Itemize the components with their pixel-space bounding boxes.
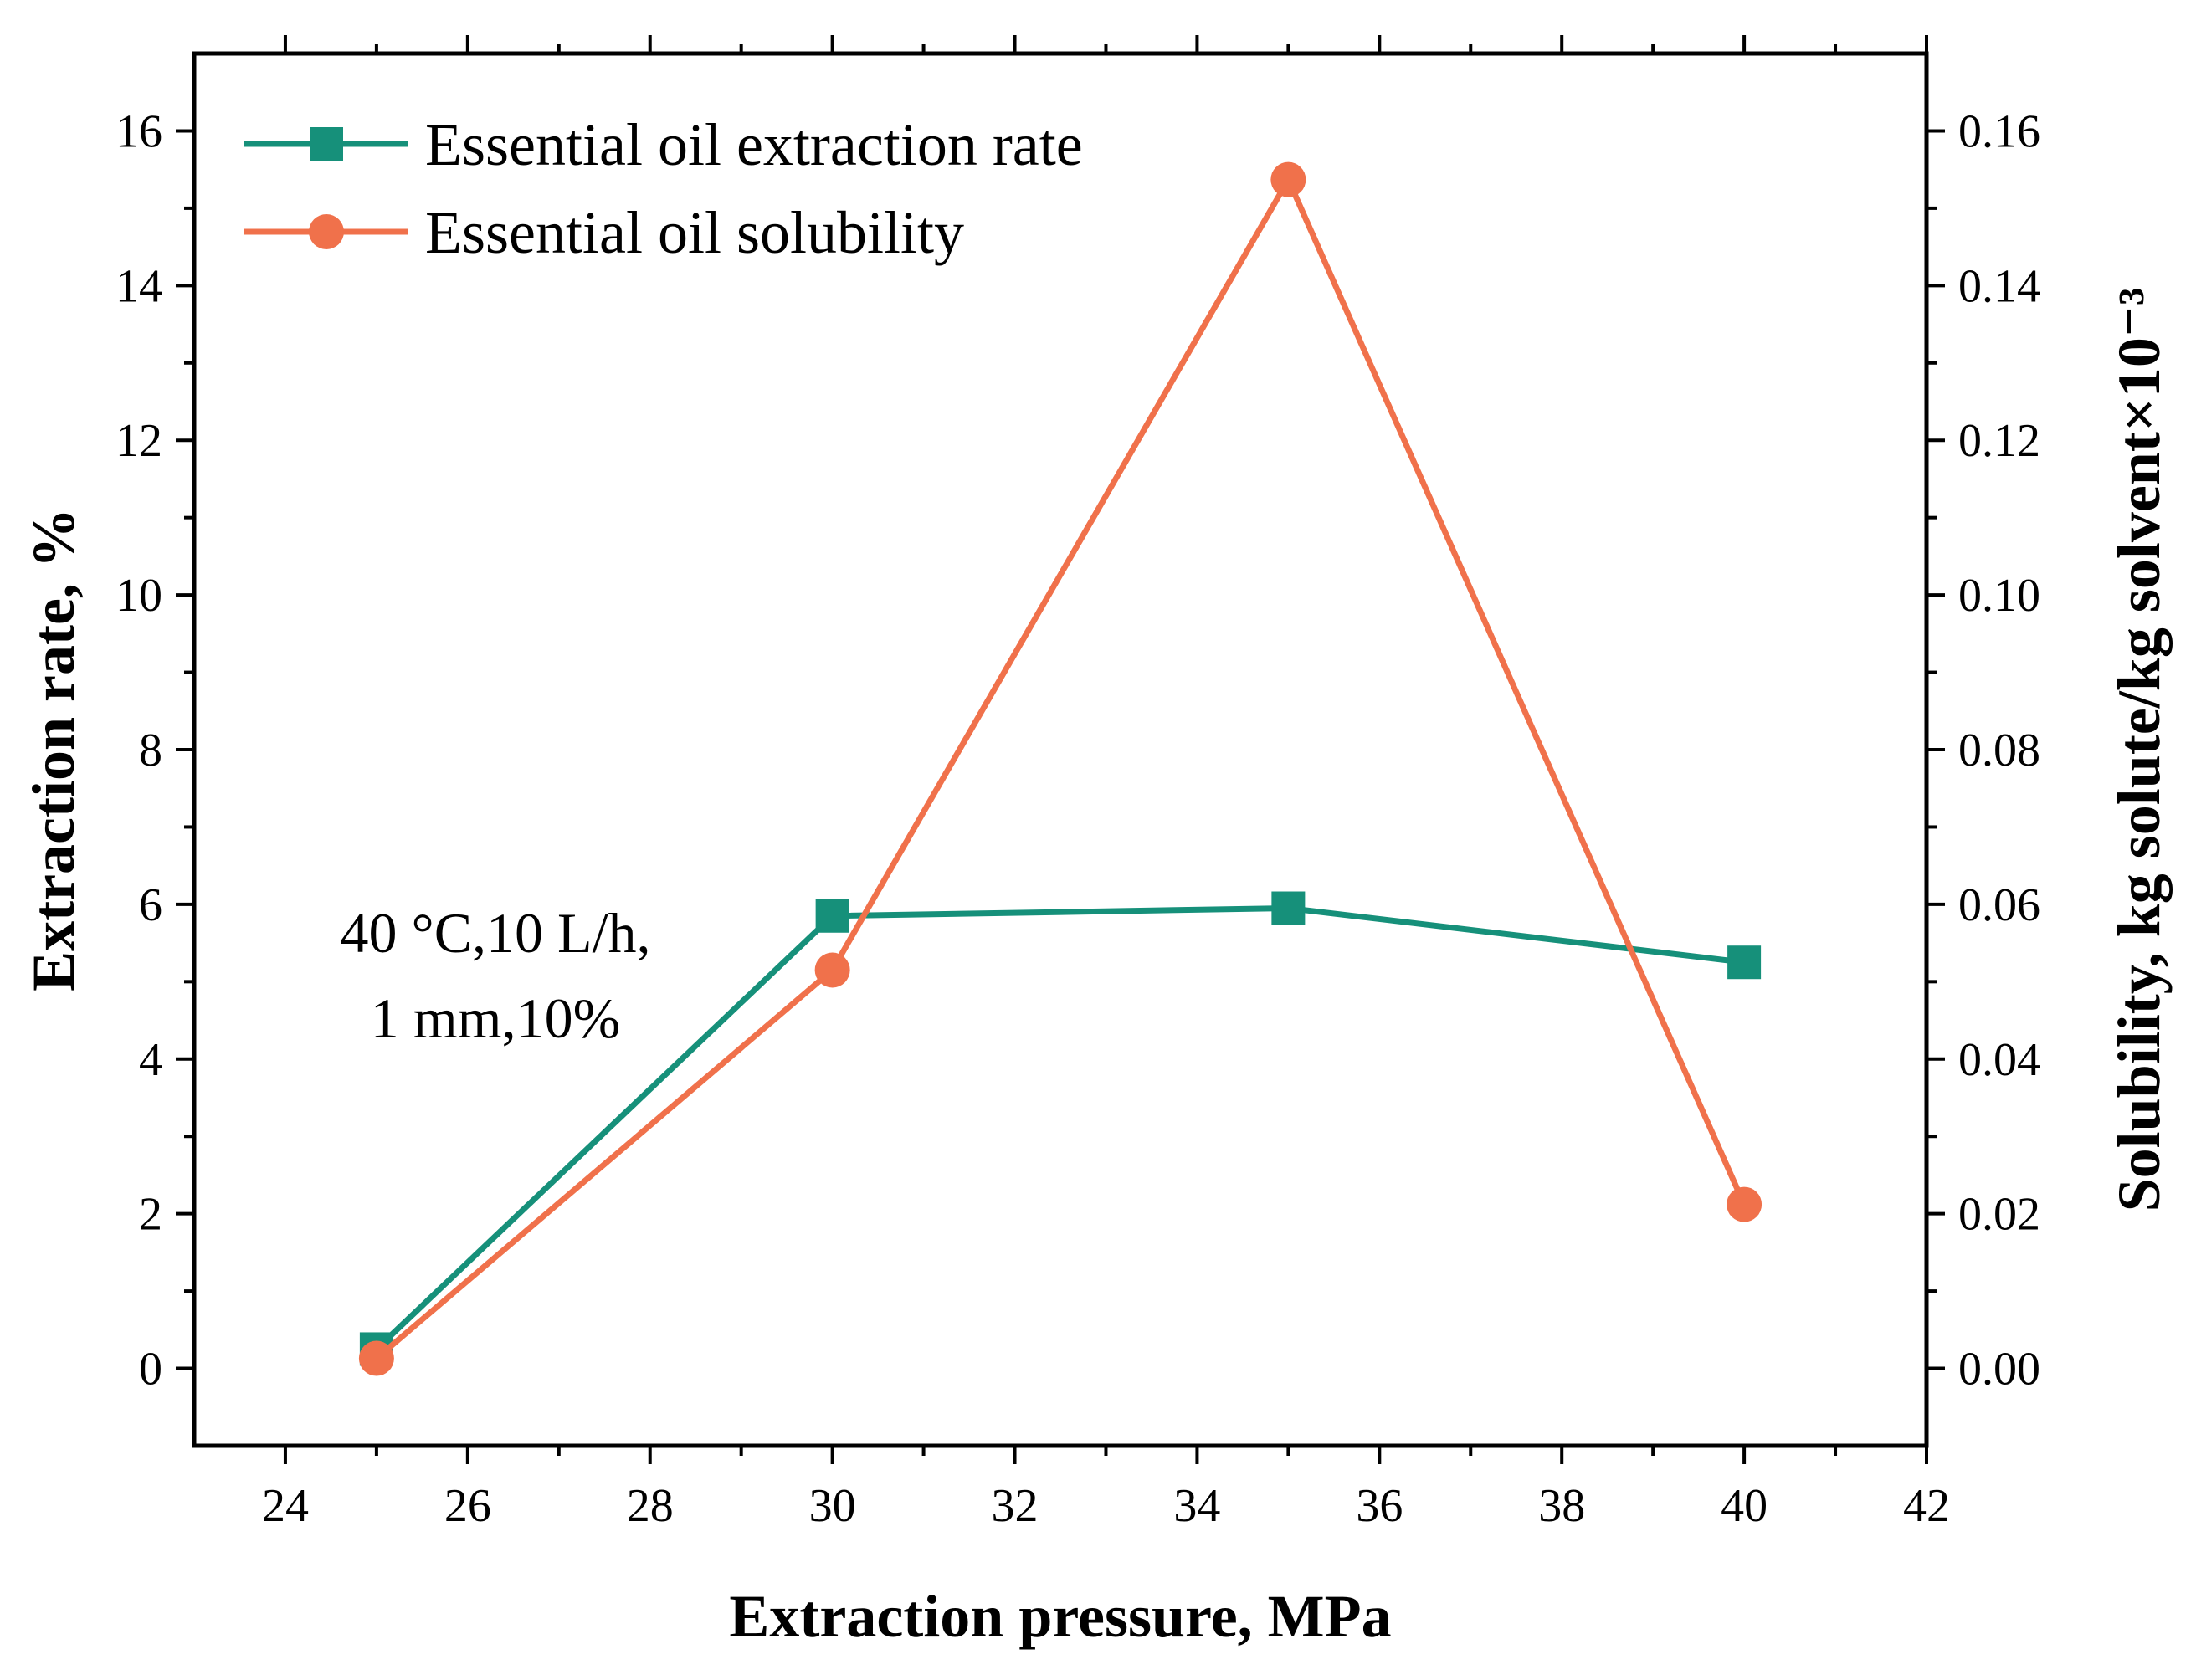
y2-tick-label: 0.08 xyxy=(1958,725,2040,776)
y-tick-label: 12 xyxy=(115,415,162,467)
x-axis-title: Extraction pressure, MPa xyxy=(729,1583,1391,1650)
x-tick-label: 32 xyxy=(992,1480,1039,1532)
point-solubility xyxy=(1270,161,1306,197)
y-tick-label: 14 xyxy=(115,260,162,312)
x-tick-label: 24 xyxy=(262,1480,309,1532)
point-extraction-rate xyxy=(1271,891,1306,925)
y-axis-title: Extraction rate, % xyxy=(20,508,87,991)
y2-tick-label: 0.02 xyxy=(1958,1189,2040,1241)
x-tick-label: 38 xyxy=(1538,1480,1585,1532)
annotation-line-2: 1 mm,10% xyxy=(371,986,620,1050)
y-tick-label: 0 xyxy=(139,1344,162,1396)
y2-tick-label: 0.16 xyxy=(1958,105,2040,157)
series-line-1 xyxy=(374,177,1747,1361)
y-tick-label: 8 xyxy=(139,725,162,776)
legend-marker-circle xyxy=(309,214,344,249)
y-tick-label: 6 xyxy=(139,879,162,931)
series-line-0 xyxy=(374,905,1745,1351)
x-tick-label: 40 xyxy=(1721,1480,1768,1532)
point-extraction-rate xyxy=(815,899,849,933)
y2-tick-label: 0.06 xyxy=(1958,879,2040,931)
point-extraction-rate xyxy=(1727,945,1762,980)
annotation-line-1: 40 °C,10 L/h, xyxy=(341,901,651,965)
point-solubility xyxy=(814,952,850,988)
series-layer xyxy=(358,161,1762,1376)
y2-tick-label: 0.10 xyxy=(1958,570,2040,622)
legend: Essential oil extraction rate Essential … xyxy=(244,111,1083,266)
point-solubility xyxy=(1727,1186,1762,1222)
legend-label-solubility: Essential oil solubility xyxy=(425,199,964,266)
y-tick-label: 10 xyxy=(115,570,162,622)
y-tick-label: 4 xyxy=(139,1034,162,1086)
x-tick-label: 36 xyxy=(1356,1480,1403,1532)
point-solubility xyxy=(358,1340,394,1376)
y2-axis-title: Solubility, kg solute/kg solvent×10⁻³ xyxy=(2106,288,2173,1212)
y-tick-label: 16 xyxy=(115,105,162,157)
y2-tick-label: 0.12 xyxy=(1958,415,2040,467)
x-tick-label: 28 xyxy=(627,1480,674,1532)
annotation: 40 °C,10 L/h, 1 mm,10% xyxy=(341,901,651,1050)
ticks-layer: 24 26 28 30 32 34 36 38 40 4202468101214160.000.0… xyxy=(115,35,2040,1532)
x-tick-label: 42 xyxy=(1903,1480,1950,1532)
x-tick-label: 26 xyxy=(444,1480,491,1532)
legend-marker-square xyxy=(310,127,343,161)
legend-label-extraction-rate: Essential oil extraction rate xyxy=(425,111,1083,178)
y2-tick-label: 0.00 xyxy=(1958,1344,2040,1396)
y2-tick-label: 0.14 xyxy=(1958,260,2040,312)
x-tick-label: 30 xyxy=(809,1480,856,1532)
y2-tick-label: 0.04 xyxy=(1958,1034,2040,1086)
y-tick-label: 2 xyxy=(139,1189,162,1241)
x-tick-label: 34 xyxy=(1173,1480,1220,1532)
